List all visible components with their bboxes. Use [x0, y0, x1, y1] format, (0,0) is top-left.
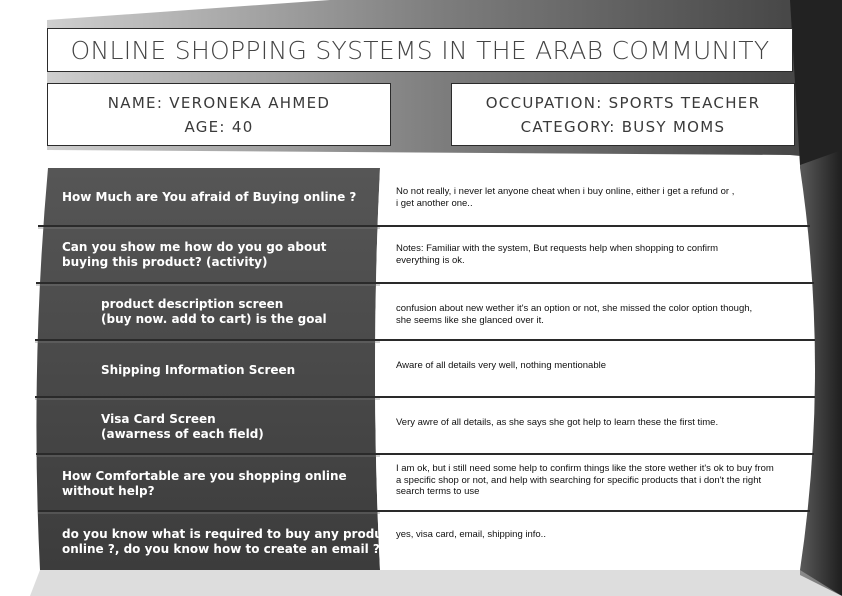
- answer-cell: Notes: Familiar with the system, But req…: [396, 243, 806, 266]
- answer-line: I am ok, but i still need some help to c…: [396, 463, 774, 474]
- question-cell: product description screen (buy now. add…: [101, 297, 327, 327]
- answer-line: everything is ok.: [396, 254, 465, 266]
- answer-cell: I am ok, but i still need some help to c…: [396, 463, 806, 498]
- question-line: Visa Card Screen: [101, 412, 216, 426]
- answer-cell: yes, visa card, email, shipping info..: [396, 529, 806, 541]
- answer-cell: No not really, i never let anyone cheat …: [396, 186, 806, 209]
- question-line: Can you show me how do you go about: [62, 240, 327, 254]
- page-title: ONLINE SHOPPING SYSTEMS IN THE ARAB COMM…: [70, 35, 770, 65]
- answer-line: Very awre of all details, as she says sh…: [396, 417, 719, 428]
- question-cell: Can you show me how do you go about buyi…: [62, 240, 327, 270]
- persona-occupation-box: OCCUPATION: SPORTS TEACHER CATEGORY: BUS…: [451, 83, 795, 146]
- question-line: How Comfortable are you shopping online: [62, 469, 347, 483]
- question-line: product description screen: [101, 297, 284, 311]
- question-line: buying this product? (activity): [62, 255, 268, 269]
- question-line: Shipping Information Screen: [101, 363, 296, 377]
- answer-cell: Very awre of all details, as she says sh…: [396, 417, 806, 429]
- question-cell: How Comfortable are you shopping online …: [62, 469, 347, 499]
- title-box: ONLINE SHOPPING SYSTEMS IN THE ARAB COMM…: [47, 28, 793, 72]
- question-line: How Much are You afraid of Buying online…: [62, 190, 357, 204]
- answer-line: she seems like she glanced over it.: [396, 314, 544, 326]
- answer-line: confusion about new wether it's an optio…: [396, 303, 753, 314]
- answer-line: No not really, i never let anyone cheat …: [396, 186, 735, 197]
- persona-occupation: OCCUPATION: SPORTS TEACHER: [485, 93, 761, 112]
- answer-line: Aware of all details very well, nothing …: [396, 360, 606, 371]
- answer-cell: Aware of all details very well, nothing …: [396, 360, 806, 372]
- persona-age: AGE: 40: [184, 117, 254, 136]
- persona-category: CATEGORY: BUSY MOMS: [520, 117, 726, 136]
- question-cell: Visa Card Screen (awarness of each field…: [101, 412, 264, 442]
- question-cell: How Much are You afraid of Buying online…: [62, 190, 356, 205]
- question-line: (awarness of each field): [101, 427, 264, 441]
- question-cell: Shipping Information Screen: [101, 363, 295, 378]
- persona-name: NAME: VERONEKA AHMED: [107, 93, 331, 112]
- question-line: online ?, do you know how to create an e…: [62, 542, 380, 556]
- answer-line: yes, visa card, email, shipping info..: [396, 529, 546, 540]
- question-cell: do you know what is required to buy any …: [62, 527, 396, 557]
- question-line: (buy now. add to cart) is the goal: [101, 312, 327, 326]
- answer-line: search terms to use: [396, 486, 480, 497]
- answer-line: a specific shop or not, and help with se…: [396, 474, 762, 486]
- question-line: do you know what is required to buy any …: [62, 527, 396, 541]
- answer-cell: confusion about new wether it's an optio…: [396, 303, 806, 326]
- answer-line: i get another one..: [396, 197, 473, 209]
- persona-name-box: NAME: VERONEKA AHMED AGE: 40: [47, 83, 391, 146]
- answer-line: Notes: Familiar with the system, But req…: [396, 243, 719, 254]
- question-line: without help?: [62, 484, 155, 498]
